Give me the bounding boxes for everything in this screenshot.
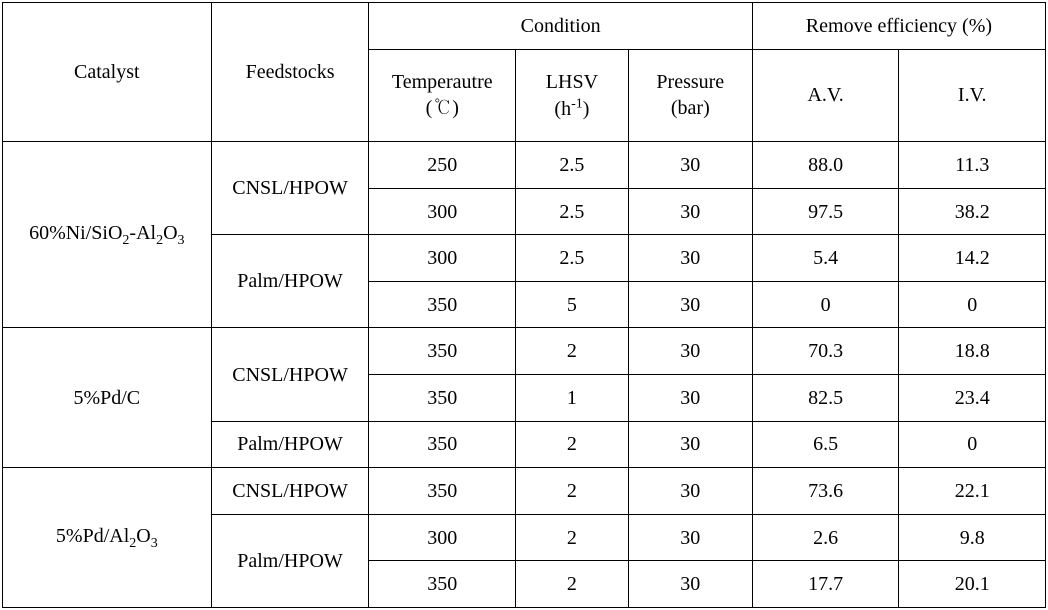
cell-iv: 20.1 [899,561,1046,608]
col-header-pressure: Pressure (bar) [628,49,752,142]
cell-feedstock: Palm/HPOW [211,235,369,328]
cell-av: 6.5 [752,421,899,468]
cell-iv: 0 [899,421,1046,468]
table-wrapper: Catalyst Feedstocks Condition Remove eff… [0,0,1048,610]
lhsv-label-line1: LHSV [546,71,598,93]
col-header-catalyst: Catalyst [3,3,212,142]
cell-iv: 0 [899,281,1046,328]
cell-pressure: 30 [628,142,752,189]
cell-av: 73.6 [752,468,899,515]
cell-feedstock: Palm/HPOW [211,514,369,607]
cell-av: 5.4 [752,235,899,282]
cell-av: 82.5 [752,375,899,422]
cell-lhsv: 2 [516,561,629,608]
col-header-remove-efficiency: Remove efficiency (%) [752,3,1045,50]
temperature-label-line2: (℃) [426,97,459,119]
cell-pressure: 30 [628,514,752,561]
cell-temp: 350 [369,281,516,328]
col-header-temperature: Temperautre (℃) [369,49,516,142]
lhsv-label-line2: (h-1) [554,98,589,120]
cell-catalyst-1: 60%Ni/SiO2-Al2O3 [3,142,212,328]
cell-iv: 18.8 [899,328,1046,375]
cell-pressure: 30 [628,468,752,515]
cell-temp: 350 [369,421,516,468]
cell-av: 0 [752,281,899,328]
cell-lhsv: 2.5 [516,142,629,189]
cell-feedstock: Palm/HPOW [211,421,369,468]
cell-temp: 300 [369,235,516,282]
cell-temp: 350 [369,328,516,375]
table-row: 60%Ni/SiO2-Al2O3 CNSL/HPOW 250 2.5 30 88… [3,142,1046,189]
cell-temp: 350 [369,468,516,515]
cell-lhsv: 2 [516,328,629,375]
cell-temp: 250 [369,142,516,189]
col-header-av: A.V. [752,49,899,142]
cell-iv: 14.2 [899,235,1046,282]
cell-lhsv: 5 [516,281,629,328]
col-header-condition: Condition [369,3,752,50]
cell-feedstock: CNSL/HPOW [211,142,369,235]
cell-feedstock: CNSL/HPOW [211,468,369,515]
cell-iv: 22.1 [899,468,1046,515]
pressure-label-line2: (bar) [671,97,710,119]
header-row-1: Catalyst Feedstocks Condition Remove eff… [3,3,1046,50]
cell-lhsv: 2 [516,421,629,468]
cell-temp: 350 [369,561,516,608]
cell-pressure: 30 [628,235,752,282]
cell-pressure: 30 [628,375,752,422]
cell-lhsv: 1 [516,375,629,422]
cell-feedstock: CNSL/HPOW [211,328,369,421]
cell-lhsv: 2.5 [516,235,629,282]
cell-iv: 11.3 [899,142,1046,189]
cell-iv: 23.4 [899,375,1046,422]
cell-iv: 38.2 [899,188,1046,235]
cell-pressure: 30 [628,281,752,328]
cell-temp: 350 [369,375,516,422]
cell-catalyst-3: 5%Pd/Al2O3 [3,468,212,608]
cell-catalyst-2: 5%Pd/C [3,328,212,468]
cell-av: 88.0 [752,142,899,189]
col-header-lhsv: LHSV (h-1) [516,49,629,142]
col-header-feedstocks: Feedstocks [211,3,369,142]
cell-av: 97.5 [752,188,899,235]
pressure-label-line1: Pressure [656,71,724,93]
catalyst-table: Catalyst Feedstocks Condition Remove eff… [2,2,1046,608]
table-row: 5%Pd/Al2O3 CNSL/HPOW 350 2 30 73.6 22.1 [3,468,1046,515]
cell-pressure: 30 [628,328,752,375]
cell-av: 17.7 [752,561,899,608]
cell-av: 70.3 [752,328,899,375]
cell-temp: 300 [369,188,516,235]
cell-temp: 300 [369,514,516,561]
cell-pressure: 30 [628,188,752,235]
cell-lhsv: 2 [516,468,629,515]
col-header-iv: I.V. [899,49,1046,142]
cell-iv: 9.8 [899,514,1046,561]
cell-pressure: 30 [628,561,752,608]
cell-lhsv: 2.5 [516,188,629,235]
cell-av: 2.6 [752,514,899,561]
table-row: 5%Pd/C CNSL/HPOW 350 2 30 70.3 18.8 [3,328,1046,375]
cell-lhsv: 2 [516,514,629,561]
temperature-label-line1: Temperautre [392,71,493,93]
cell-pressure: 30 [628,421,752,468]
